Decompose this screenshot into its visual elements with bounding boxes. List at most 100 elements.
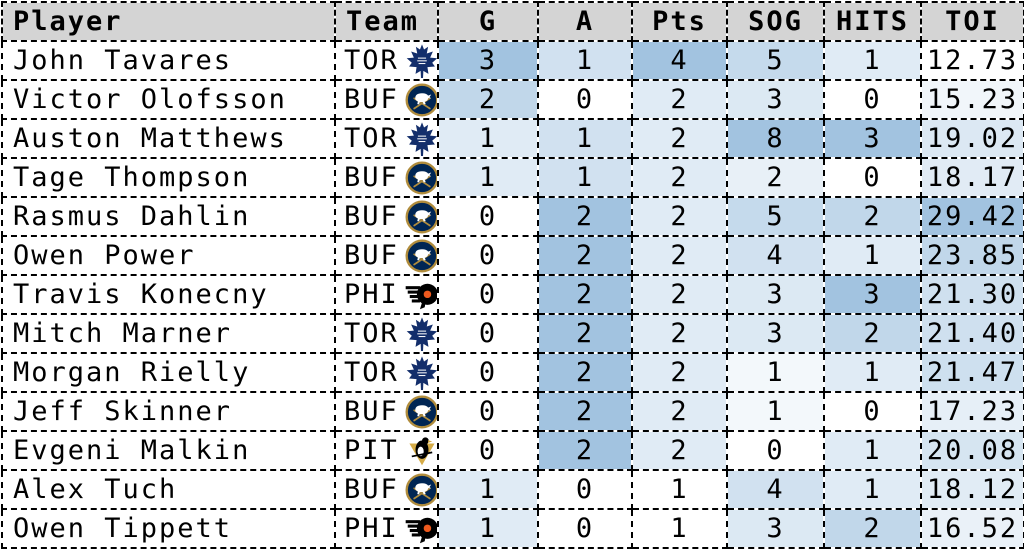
team-abbr: BUF [344, 201, 399, 232]
table-header: Player Team G A Pts SOG HITS TOI [1, 1, 1024, 42]
team-abbr: PIT [344, 435, 399, 466]
header-goals: G [437, 1, 539, 42]
assists-cell: 0 [537, 79, 633, 120]
team-cell: TOR [334, 118, 439, 159]
assists-cell: 0 [537, 469, 633, 510]
toi-cell: 20.08 [920, 430, 1024, 471]
table-row: Evgeni Malkin PIT 0 2 2 0 1 20.08 [1, 430, 1024, 471]
goals-cell: 3 [437, 40, 539, 81]
toi-cell: 12.73 [920, 40, 1024, 81]
points-cell: 2 [631, 235, 728, 276]
hits-cell: 2 [823, 508, 922, 549]
team-cell: BUF [334, 79, 439, 120]
table-row: Owen Tippett PHI 1 0 1 3 2 16.52 [1, 508, 1024, 549]
goals-cell: 1 [437, 469, 539, 510]
sabres-logo-icon [405, 161, 436, 195]
sog-cell: 3 [726, 508, 825, 549]
player-name-cell: Morgan Rielly [1, 352, 336, 393]
hits-cell: 1 [823, 469, 922, 510]
header-hits: HITS [823, 1, 922, 42]
toi-cell: 23.85 [920, 235, 1024, 276]
sog-cell: 5 [726, 40, 825, 81]
player-name-cell: Victor Olofsson [1, 79, 336, 120]
header-toi: TOI [920, 1, 1024, 42]
sog-cell: 1 [726, 352, 825, 393]
header-team: Team [334, 1, 439, 42]
hits-cell: 1 [823, 40, 922, 81]
team-cell: PIT [334, 430, 439, 471]
header-player: Player [1, 1, 336, 42]
assists-cell: 2 [537, 430, 633, 471]
team-cell: BUF [334, 469, 439, 510]
toi-cell: 15.23 [920, 79, 1024, 120]
team-cell: BUF [334, 157, 439, 198]
sog-cell: 0 [726, 430, 825, 471]
assists-cell: 2 [537, 274, 633, 315]
team-cell: PHI [334, 508, 439, 549]
assists-cell: 2 [537, 391, 633, 432]
sabres-logo-icon [405, 83, 436, 117]
toi-cell: 21.30 [920, 274, 1024, 315]
team-abbr: BUF [344, 240, 399, 271]
player-name-cell: John Tavares [1, 40, 336, 81]
team-abbr: TOR [344, 318, 399, 349]
goals-cell: 0 [437, 235, 539, 276]
sabres-logo-icon [405, 473, 436, 507]
points-cell: 1 [631, 469, 728, 510]
sog-cell: 3 [726, 79, 825, 120]
sog-cell: 8 [726, 118, 825, 159]
header-row: Player Team G A Pts SOG HITS TOI [1, 1, 1024, 42]
goals-cell: 2 [437, 79, 539, 120]
assists-cell: 2 [537, 352, 633, 393]
points-cell: 2 [631, 274, 728, 315]
team-cell: TOR [334, 40, 439, 81]
goals-cell: 1 [437, 118, 539, 159]
hits-cell: 1 [823, 352, 922, 393]
sog-cell: 3 [726, 274, 825, 315]
points-cell: 2 [631, 352, 728, 393]
goals-cell: 0 [437, 196, 539, 237]
sog-cell: 5 [726, 196, 825, 237]
points-cell: 2 [631, 196, 728, 237]
flyers-logo-icon [405, 278, 436, 312]
team-cell: BUF [334, 196, 439, 237]
points-cell: 2 [631, 391, 728, 432]
sabres-logo-icon [405, 395, 436, 429]
maple-leafs-logo-icon [405, 43, 436, 78]
toi-cell: 21.47 [920, 352, 1024, 393]
table-body: John Tavares TOR 3 1 4 5 1 12.73 Victor … [1, 40, 1024, 549]
team-abbr: TOR [344, 45, 399, 76]
sog-cell: 3 [726, 313, 825, 354]
header-sog: SOG [726, 1, 825, 42]
player-name-cell: Owen Power [1, 235, 336, 276]
player-name-cell: Alex Tuch [1, 469, 336, 510]
hits-cell: 1 [823, 430, 922, 471]
toi-cell: 16.52 [920, 508, 1024, 549]
hits-cell: 0 [823, 391, 922, 432]
player-name-cell: Rasmus Dahlin [1, 196, 336, 237]
team-abbr: PHI [344, 513, 399, 544]
toi-cell: 19.02 [920, 118, 1024, 159]
sog-cell: 1 [726, 391, 825, 432]
table-row: Jeff Skinner BUF 0 2 2 1 0 17.23 [1, 391, 1024, 432]
table-row: Rasmus Dahlin BUF 0 2 2 5 2 29.42 [1, 196, 1024, 237]
hits-cell: 2 [823, 313, 922, 354]
team-abbr: BUF [344, 162, 399, 193]
team-cell: PHI [334, 274, 439, 315]
table-row: Victor Olofsson BUF 2 0 2 3 0 15.23 [1, 79, 1024, 120]
team-abbr: PHI [344, 279, 399, 310]
points-cell: 1 [631, 508, 728, 549]
player-name-cell: Travis Konecny [1, 274, 336, 315]
header-points: Pts [631, 1, 728, 42]
goals-cell: 1 [437, 157, 539, 198]
team-cell: BUF [334, 391, 439, 432]
goals-cell: 1 [437, 508, 539, 549]
toi-cell: 18.17 [920, 157, 1024, 198]
team-cell: TOR [334, 352, 439, 393]
team-cell: BUF [334, 235, 439, 276]
table-row: Mitch Marner TOR 0 2 2 3 2 21.40 [1, 313, 1024, 354]
team-abbr: BUF [344, 84, 399, 115]
assists-cell: 1 [537, 157, 633, 198]
sog-cell: 2 [726, 157, 825, 198]
